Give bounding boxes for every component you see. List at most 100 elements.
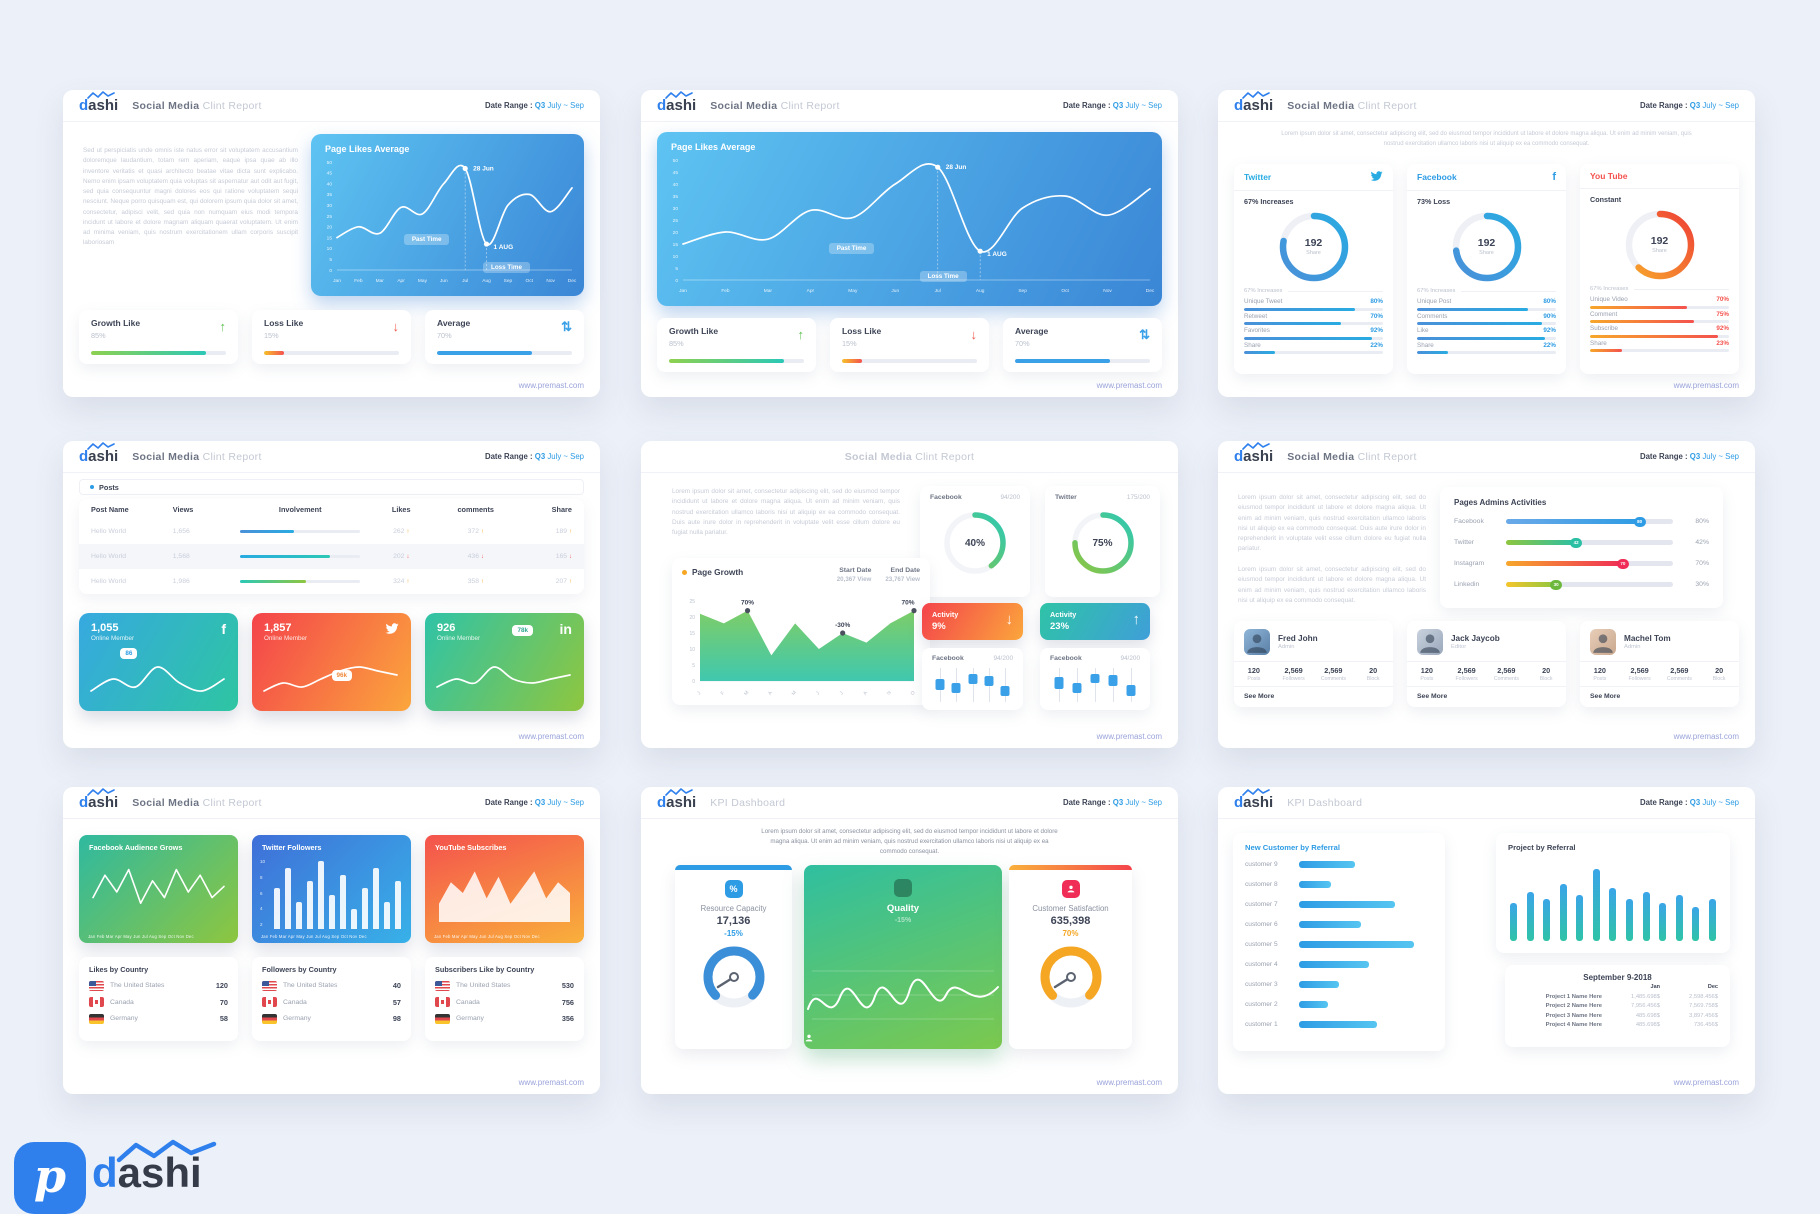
stat-value: 85% bbox=[91, 331, 106, 340]
table-row: Project 2 Name Here 7,956.456$ 7,569.758$ bbox=[1545, 1003, 1718, 1009]
svg-text:70%: 70% bbox=[901, 600, 914, 607]
svg-text:Dec: Dec bbox=[1146, 288, 1155, 294]
dashi-logo: dashi bbox=[79, 788, 118, 810]
candlestick-chart bbox=[1050, 666, 1140, 704]
stat-card-average: Average 70% ⇅ bbox=[425, 310, 584, 364]
slider[interactable]: 80 bbox=[1506, 516, 1673, 527]
canada-flag-icon bbox=[435, 997, 450, 1007]
bar bbox=[340, 874, 346, 929]
footer-link[interactable]: www.premast.com bbox=[1096, 381, 1162, 390]
ratio-value: 94/200 bbox=[1000, 494, 1020, 501]
footer-link[interactable]: www.premast.com bbox=[1673, 381, 1739, 390]
chart-title: Project by Referral bbox=[1508, 843, 1576, 852]
svg-text:Dec: Dec bbox=[568, 278, 577, 284]
svg-text:Sep: Sep bbox=[1018, 288, 1027, 294]
metric-row: Share 23% bbox=[1580, 338, 1739, 352]
progress-fill bbox=[437, 351, 532, 355]
svg-text:15: 15 bbox=[689, 631, 695, 637]
slide-page-growth: Social Media Clint Report Lorem ipsum do… bbox=[641, 441, 1178, 748]
platform-name: Twitter bbox=[1244, 172, 1272, 182]
profile-role: Editor bbox=[1451, 644, 1467, 650]
table-row[interactable]: Hello World 1,568 202 ↓ 436 ↓ 165 ↓ bbox=[79, 544, 584, 569]
footer-link[interactable]: www.premast.com bbox=[518, 381, 584, 390]
facebook-icon: f bbox=[1552, 171, 1556, 183]
person-badge-icon bbox=[805, 879, 912, 1042]
september-table-card: September 9-2018 Jan Dec Project 1 Name H… bbox=[1505, 965, 1730, 1047]
bar bbox=[274, 888, 280, 929]
date-range: Date Range : Q3 July ~ Sep bbox=[1639, 452, 1739, 461]
past-time-button[interactable]: Past Time bbox=[828, 243, 875, 255]
slider-knob[interactable]: 80 bbox=[1633, 516, 1646, 527]
table-row[interactable]: Hello World 1,986 324 ↑ 358 ↑ 207 ↑ bbox=[91, 578, 572, 585]
candle-card-facebook: Facebook 94/200 bbox=[922, 648, 1023, 710]
footer-link[interactable]: www.premast.com bbox=[1673, 1078, 1739, 1087]
slider[interactable]: 42 bbox=[1506, 537, 1673, 548]
slider-knob[interactable]: 70 bbox=[1616, 558, 1629, 569]
profile-stats: 120 Posts 2,569 Followers 2,569 Comments 20… bbox=[1234, 661, 1393, 687]
trend-label: 73% Loss bbox=[1417, 197, 1451, 206]
footer-link[interactable]: www.premast.com bbox=[1096, 1078, 1162, 1087]
svg-text:5: 5 bbox=[329, 257, 332, 263]
footer-link[interactable]: www.premast.com bbox=[518, 1078, 584, 1087]
up-arrow-icon: ↑ bbox=[406, 529, 410, 535]
progress-track bbox=[437, 351, 572, 355]
page-likes-chart-panel: Page Likes Average 50 45 40 35 30 25 20 15 10 5 0 J… bbox=[657, 132, 1162, 306]
body-text: Lorem ipsum dolor sit amet, consectetur … bbox=[672, 488, 900, 536]
metric-row: Comments 90% bbox=[1407, 311, 1566, 325]
svg-text:Aug: Aug bbox=[976, 288, 985, 294]
svg-text:May: May bbox=[418, 278, 428, 284]
chart-title: Facebook Audience Grows bbox=[89, 843, 183, 852]
slider-knob[interactable]: 30 bbox=[1550, 579, 1563, 590]
metric-row: Unique Video 70% bbox=[1580, 294, 1739, 309]
candle bbox=[1068, 666, 1086, 704]
slider-knob[interactable]: 42 bbox=[1570, 537, 1583, 548]
slider[interactable]: 30 bbox=[1506, 579, 1673, 590]
country-row: Germany 356 bbox=[435, 1013, 574, 1024]
posts-filter-chip[interactable]: Posts bbox=[79, 479, 584, 495]
slider[interactable]: 70 bbox=[1506, 558, 1673, 569]
loss-time-button[interactable]: Loss Time bbox=[482, 261, 531, 273]
bar-row: customer 1 bbox=[1233, 1014, 1445, 1034]
ratio-value: 94/200 bbox=[993, 655, 1013, 662]
loss-time-button[interactable]: Loss Time bbox=[919, 271, 967, 283]
svg-text:Oct: Oct bbox=[1061, 288, 1069, 294]
progress-fill bbox=[1015, 359, 1110, 363]
zigzag-icon bbox=[1242, 91, 1270, 99]
svg-text:Nov: Nov bbox=[1103, 288, 1112, 294]
down-arrow-icon: ↓ bbox=[392, 319, 400, 334]
bar bbox=[1526, 891, 1534, 941]
see-more-link[interactable]: See More bbox=[1244, 693, 1275, 700]
kpi-title: Resource Capacity bbox=[700, 904, 767, 913]
footer-link[interactable]: www.premast.com bbox=[1096, 732, 1162, 741]
twitter-icon bbox=[1370, 171, 1383, 183]
svg-text:45: 45 bbox=[327, 171, 333, 177]
dashi-logo: dashi bbox=[657, 788, 696, 810]
card-title: Activity bbox=[932, 610, 959, 619]
candle bbox=[932, 666, 948, 704]
kpi-card-resource-capacity: % Resource Capacity 17,136 -15% bbox=[675, 865, 792, 1049]
member-card-linkedin: 926 Online Member in 78k bbox=[425, 613, 584, 711]
sparkline-chart bbox=[263, 666, 398, 692]
past-time-button[interactable]: Past Time bbox=[403, 234, 450, 246]
donut-value: 192 bbox=[1304, 237, 1323, 249]
footer-link[interactable]: www.premast.com bbox=[1673, 732, 1739, 741]
footer-link[interactable]: www.premast.com bbox=[518, 732, 584, 741]
new-customer-referral-card: New Customer by Referral customer 9 cust… bbox=[1233, 833, 1445, 1051]
activity-slider-row: Facebook 80 80% bbox=[1454, 516, 1709, 527]
dashi-wordmark: dashi bbox=[92, 1139, 217, 1194]
donut-chart: 40% bbox=[930, 506, 1020, 580]
kpi-card-customer-satisfaction: Customer Satisfaction 635,398 70% bbox=[1009, 865, 1132, 1049]
date-range: Date Range : Q3 July ~ Sep bbox=[484, 798, 584, 807]
see-more-link[interactable]: See More bbox=[1590, 693, 1621, 700]
svg-text:N: N bbox=[886, 690, 893, 697]
premast-logo[interactable]: p bbox=[14, 1142, 86, 1214]
us-flag-icon bbox=[262, 980, 277, 991]
table-row[interactable]: Hello World 1,656 262 ↑ 372 ↑ 189 ↑ bbox=[91, 528, 572, 535]
month-labels: Jan Feb Mar Apr May Jun Jul Aug Sep Oct … bbox=[261, 934, 367, 939]
slide-header: dashi Social Media Clint Report Date Ran… bbox=[63, 441, 600, 473]
progress-track bbox=[1015, 359, 1150, 363]
see-more-link[interactable]: See More bbox=[1417, 693, 1448, 700]
donut-card-facebook: Facebook 94/200 40% bbox=[920, 486, 1030, 597]
down-arrow-icon: ↓ bbox=[1005, 611, 1014, 628]
zigzag-icon bbox=[1242, 788, 1270, 796]
